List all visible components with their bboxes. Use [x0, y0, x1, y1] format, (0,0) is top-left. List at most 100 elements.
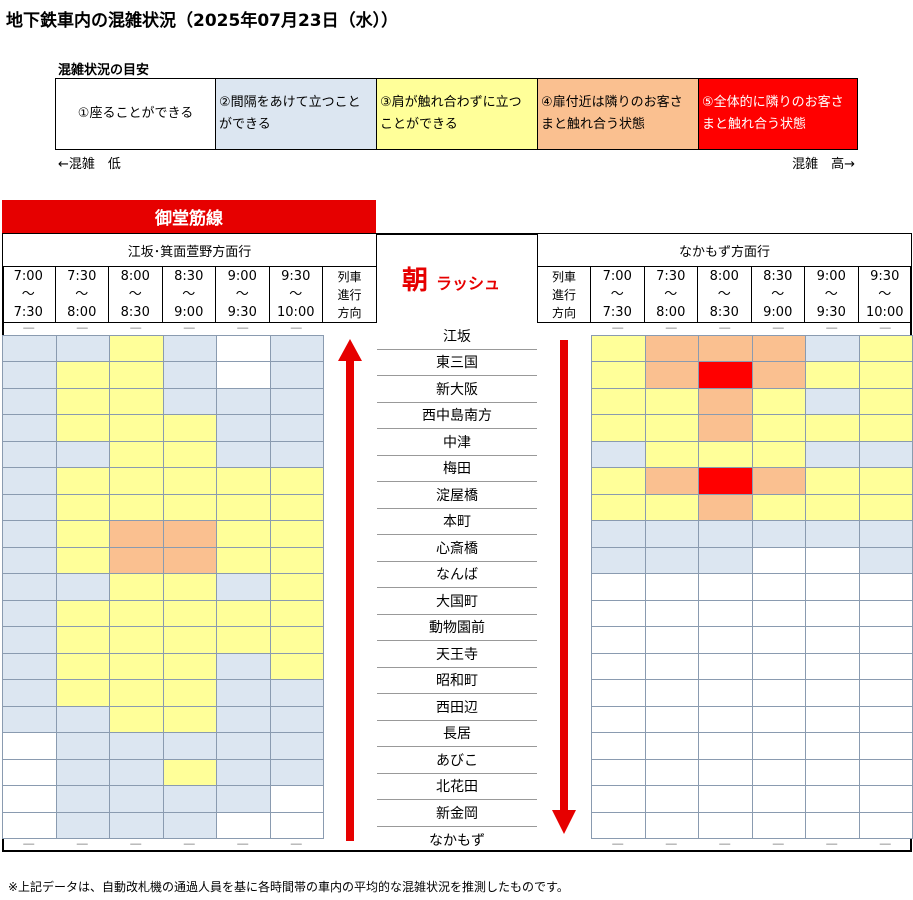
left-grid-cell [269, 573, 324, 601]
right-grid-cell [858, 599, 913, 627]
right-grid-cell [858, 732, 913, 760]
station-11: 動物園前 [377, 615, 537, 641]
right-grid-cell [858, 652, 913, 680]
right-time-slot-4-line-2: 9:30 [816, 305, 846, 320]
right-direction-label: 列車 進行 方向 [537, 267, 591, 323]
right-grid-cell [698, 387, 753, 415]
left-time-slot-3-line-1: ～ [182, 287, 196, 302]
footnote: ※上記データは、自動改札機の通過人員を基に各時間帯の車内の平均的な混雑状況を推測… [8, 880, 569, 894]
left-grid-cell [162, 732, 217, 760]
right-grid-cell [805, 573, 860, 601]
left-time-slot-2: 8:00 ～ 8:30 [109, 267, 163, 323]
left-grid-cell [109, 493, 164, 521]
right-grid-cell [858, 361, 913, 389]
left-grid-cell [216, 811, 271, 839]
station-19: なかもず [429, 832, 485, 849]
right-grid-cell [591, 732, 646, 760]
right-grid-cell [805, 387, 860, 415]
left-grid-cell [109, 520, 164, 548]
station-6: 淀屋橋 [377, 482, 537, 509]
left-grid-cell [109, 652, 164, 680]
left-bottom-dash: ― [237, 837, 249, 850]
left-grid-cell [109, 679, 164, 707]
left-time-slot-3-line-2: 9:00 [174, 305, 204, 320]
right-grid-cell [805, 599, 860, 627]
right-grid-cell [805, 546, 860, 574]
station-16: あびこ [377, 747, 537, 774]
left-grid-cell [269, 467, 324, 495]
left-grid-cell [2, 493, 57, 521]
right-grid-cell [591, 467, 646, 495]
right-grid-cell [591, 573, 646, 601]
right-grid-cell [698, 493, 753, 521]
right-grid-cell [751, 573, 806, 601]
left-grid-cell [55, 546, 110, 574]
left-grid-cell [55, 705, 110, 733]
right-bottom-dash: ― [665, 837, 677, 850]
right-direction-header: なかもず方面行 [537, 233, 912, 267]
right-grid-cell [698, 361, 753, 389]
right-grid-cell [644, 546, 699, 574]
right-time-slot-2: 8:00 ～ 8:30 [698, 267, 752, 323]
left-grid-cell [269, 387, 324, 415]
right-grid-cell [805, 705, 860, 733]
right-grid-cell [644, 334, 699, 362]
left-grid-cell [2, 467, 57, 495]
station-1: 東三国 [377, 350, 537, 376]
right-bottom-dash: ― [772, 837, 784, 850]
left-grid-cell [162, 467, 217, 495]
right-grid-cell [591, 334, 646, 362]
right-time-slot-2-line-1: ～ [717, 287, 731, 302]
right-grid-cell [698, 758, 753, 786]
right-direction-label-line-0: 列車 [551, 270, 576, 284]
southbound-arrow [552, 340, 576, 834]
right-time-slot-5: 9:30 ～ 10:00 [858, 267, 912, 323]
left-grid-cell [55, 679, 110, 707]
right-time-slot-5-line-2: 10:00 [866, 305, 904, 320]
right-grid-cell [644, 599, 699, 627]
right-time-slot-4-line-0: 9:00 [816, 269, 846, 284]
left-time-slot-2-line-0: 8:00 [120, 269, 150, 284]
station-17: 北花田 [377, 774, 537, 800]
left-grid-cell [109, 573, 164, 601]
left-grid-cell [162, 387, 217, 415]
right-grid-cell [805, 440, 860, 468]
right-grid-cell [591, 414, 646, 442]
right-grid-cell [751, 493, 806, 521]
left-grid-cell [109, 785, 164, 813]
right-grid-cell [751, 387, 806, 415]
right-time-slot-5-line-0: 9:30 [870, 269, 900, 284]
left-grid-cell [162, 440, 217, 468]
left-grid-cell [269, 679, 324, 707]
right-time-slot-2-line-2: 8:30 [709, 305, 739, 320]
station-13: 昭和町 [377, 668, 537, 694]
high-congestion-label: 混雑 高→ [792, 157, 855, 172]
left-grid-cell [216, 440, 271, 468]
left-direction-header: 江坂･箕面萱野方面行 [2, 233, 377, 267]
left-grid-cell [2, 520, 57, 548]
left-bottom-dash: ― [290, 837, 302, 850]
right-grid-cell [805, 414, 860, 442]
left-grid-cell [162, 705, 217, 733]
right-bottom-dash: ― [826, 837, 838, 850]
right-grid-cell [858, 785, 913, 813]
right-grid-cell [751, 652, 806, 680]
left-grid-cell [216, 758, 271, 786]
right-time-slot-2-line-0: 8:00 [709, 269, 739, 284]
left-bottom-dash: ― [76, 837, 88, 850]
right-grid-cell [698, 520, 753, 548]
right-grid-cell [751, 467, 806, 495]
low-congestion-label: ←混雑 低 [58, 157, 121, 172]
right-grid-cell [858, 811, 913, 839]
right-grid-cell [858, 334, 913, 362]
left-top-dash: ― [23, 321, 35, 334]
right-grid-cell [698, 414, 753, 442]
left-grid-cell [2, 599, 57, 627]
left-grid-cell [2, 440, 57, 468]
left-time-slot-0-line-1: ～ [21, 287, 35, 302]
right-grid-cell [858, 414, 913, 442]
right-grid-cell [858, 467, 913, 495]
left-time-slot-0-line-2: 7:30 [13, 305, 43, 320]
right-grid-cell [644, 440, 699, 468]
right-direction-label-line-2: 方向 [551, 306, 576, 320]
